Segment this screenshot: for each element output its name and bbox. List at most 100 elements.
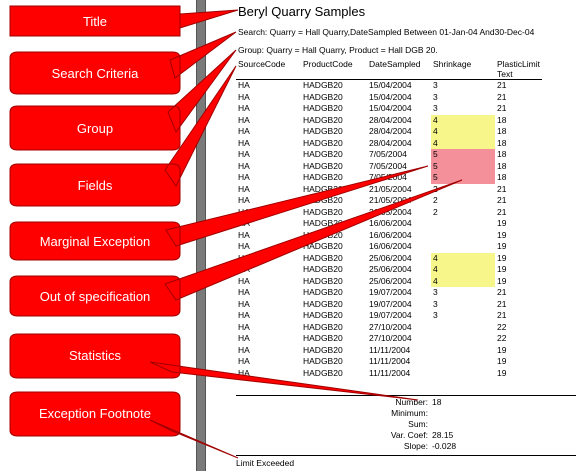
cell-shrinkage: 4 [431,126,495,138]
cell-plasticlimit: 18 [497,160,507,171]
cell-plasticlimit: 18 [497,149,507,160]
table-row: HA HADGB20 28/04/2004 4 18 [236,126,542,138]
table-row: HA HADGB20 11/11/2004 19 [236,345,542,357]
cell-shrinkage: 3 [433,80,438,91]
cell-plasticlimit: 21 [497,91,507,102]
cell-datesampled: 19/07/2004 [369,310,412,321]
cell-productcode: HADGB20 [303,367,343,378]
cell-plasticlimit: 19 [497,367,507,378]
cell-productcode: HADGB20 [303,310,343,321]
cell-sourcecode: HA [238,356,250,367]
table-row: HA HADGB20 28/04/2004 4 18 [236,114,542,126]
cell-datesampled: 7/05/2004 [369,160,407,171]
cell-productcode: HADGB20 [303,264,343,275]
stat-label: Minimum: [391,408,428,418]
cell-datesampled: 21/05/2004 [369,206,412,217]
cell-datesampled: 15/04/2004 [369,103,412,114]
cell-plasticlimit: 19 [497,241,507,252]
callout-search [9,31,237,95]
cell-productcode: HADGB20 [303,275,343,286]
cell-productcode: HADGB20 [303,137,343,148]
exception-footnote: Limit Exceeded [236,455,576,468]
cell-productcode: HADGB20 [303,298,343,309]
cell-datesampled: 19/07/2004 [369,287,412,298]
cell-plasticlimit: 18 [497,126,507,137]
table-row: HA HADGB20 19/07/2004 3 21 [236,310,542,322]
cell-datesampled: 16/06/2004 [369,218,412,229]
cell-datesampled: 11/11/2004 [369,356,411,367]
cell-productcode: HADGB20 [303,149,343,160]
cell-datesampled: 25/06/2004 [369,275,412,286]
cell-sourcecode: HA [238,333,250,344]
cell-shrinkage: 2 [433,195,438,206]
table-row: HA HADGB20 21/05/2004 2 21 [236,184,542,196]
cell-plasticlimit: 22 [497,321,507,332]
cell-shrinkage: 3 [433,103,438,114]
col-plasticlimit: PlasticLimitText [495,59,542,80]
col-sourcecode: SourceCode [236,59,301,80]
cell-sourcecode: HA [238,321,250,332]
cell-datesampled: 28/04/2004 [369,126,412,137]
table-row: HA HADGB20 15/04/2004 3 21 [236,80,542,92]
callout-footnote [9,391,239,459]
cell-plasticlimit: 18 [497,114,507,125]
cell-shrinkage: 5 [431,160,495,172]
callout-group [9,49,237,151]
cell-productcode: HADGB20 [303,218,343,229]
cell-datesampled: 27/10/2004 [369,333,412,344]
cell-sourcecode: HA [238,241,250,252]
cell-plasticlimit: 21 [497,195,507,206]
cell-datesampled: 21/05/2004 [369,183,412,194]
cell-plasticlimit: 19 [497,252,507,263]
callout-statistics-label: Statistics [69,348,122,363]
cell-datesampled: 16/06/2004 [369,229,412,240]
cell-shrinkage: 4 [431,264,495,276]
cell-sourcecode: HA [238,149,250,160]
cell-datesampled: 25/06/2004 [369,264,412,275]
callout-marginal-label: Marginal Exception [40,234,151,249]
cell-plasticlimit: 19 [497,264,507,275]
cell-datesampled: 28/04/2004 [369,114,412,125]
cell-datesampled: 27/10/2004 [369,321,412,332]
cell-datesampled: 15/04/2004 [369,80,412,91]
cell-productcode: HADGB20 [303,252,343,263]
cell-plasticlimit: 21 [497,310,507,321]
table-row: HA HADGB20 21/05/2004 2 21 [236,195,542,207]
cell-plasticlimit: 19 [497,275,507,286]
stat-label: Number: [395,397,428,407]
cell-plasticlimit: 19 [497,218,507,229]
callout-search-label: Search Criteria [52,66,139,81]
table-row: HA HADGB20 27/10/2004 22 [236,333,542,345]
cell-shrinkage: 3 [433,298,438,309]
table-row: HA HADGB20 16/06/2004 19 [236,241,542,253]
cell-datesampled: 7/05/2004 [369,149,407,160]
cell-datesampled: 25/06/2004 [369,252,412,263]
cell-datesampled: 11/11/2004 [369,367,411,378]
cell-sourcecode: HA [238,298,250,309]
cell-productcode: HADGB20 [303,287,343,298]
cell-productcode: HADGB20 [303,356,343,367]
callout-fields-label: Fields [78,178,113,193]
table-row: HA HADGB20 27/10/2004 22 [236,322,542,334]
cell-plasticlimit: 21 [497,80,507,91]
cell-shrinkage: 5 [431,172,495,184]
cell-shrinkage: 3 [433,91,438,102]
table-row: HA HADGB20 11/11/2004 19 [236,356,542,368]
cell-productcode: HADGB20 [303,114,343,125]
cell-productcode: HADGB20 [303,241,343,252]
cell-shrinkage: 4 [431,114,495,126]
stat-value: 28.15 [432,430,454,440]
cell-sourcecode: HA [238,287,250,298]
table-row: HA HADGB20 11/11/2004 19 [236,368,542,380]
cell-productcode: HADGB20 [303,80,343,91]
callout-title [9,5,239,37]
report-title: Beryl Quarry Samples [238,4,366,19]
stat-value: 18 [432,397,442,407]
table-row: HA HADGB20 15/04/2004 3 21 [236,92,542,104]
cell-sourcecode: HA [238,137,250,148]
cell-plasticlimit: 18 [497,172,507,183]
cell-sourcecode: HA [238,195,250,206]
